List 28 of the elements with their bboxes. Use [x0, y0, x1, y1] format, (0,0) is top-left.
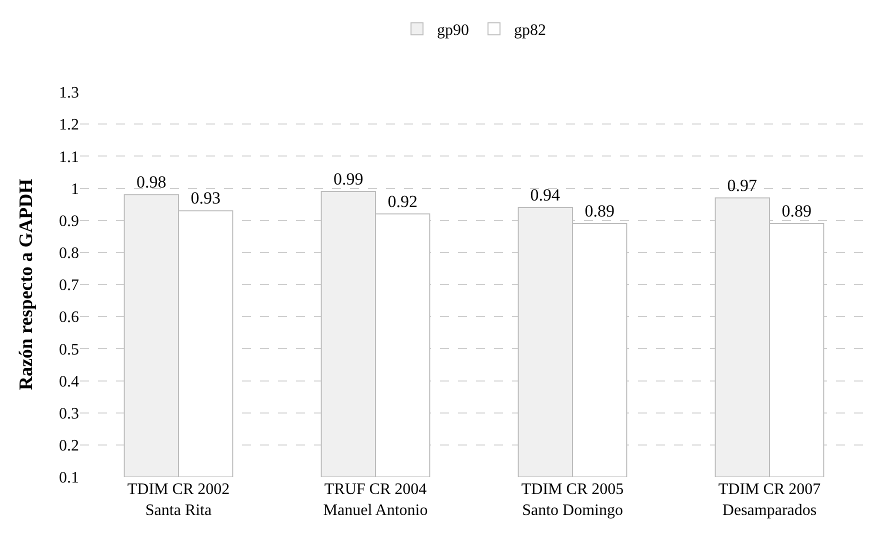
y-axis-title: Razón respecto a GAPDH	[16, 178, 37, 390]
y-tick-label: 0.8	[59, 245, 79, 262]
x-tick-label: TDIM CR 2005 Santo Domingo	[521, 481, 624, 519]
y-tick-label: 0.4	[59, 373, 79, 390]
y-tick-label: 0.3	[59, 405, 79, 422]
y-tick-label: 0.5	[59, 341, 79, 358]
y-tick-label: 0.6	[59, 309, 79, 326]
data-label: 0.89	[782, 202, 812, 221]
y-tick-label: 1.1	[59, 148, 79, 166]
data-label: 0.94	[530, 186, 561, 204]
data-label: 0.99	[334, 169, 364, 188]
x-tick-label: TDIM CR 2002 Santa Rita	[127, 481, 230, 519]
y-tick-label: 0.1	[59, 470, 79, 487]
y-tick-label: 0.2	[59, 438, 79, 455]
y-tick-label: 0.9	[59, 212, 79, 230]
y-tick-label: 1.3	[59, 84, 79, 102]
data-label: 0.97	[727, 176, 758, 195]
data-label: 0.92	[388, 192, 418, 211]
x-tick-label: TRUF CR 2004 Manuel Antonio	[323, 481, 428, 519]
legend-label: gp82	[514, 22, 546, 39]
data-label: 0.98	[136, 172, 166, 192]
data-label: 0.93	[190, 188, 220, 208]
y-tick-label: 0.7	[59, 277, 79, 294]
y-tick-label: 1	[71, 180, 79, 198]
x-tick-label: TDIM CR 2007 Desamparados	[718, 481, 821, 519]
data-label: 0.89	[584, 202, 614, 221]
legend-label: gp90	[437, 22, 469, 39]
y-tick-label: 1.2	[59, 116, 79, 134]
